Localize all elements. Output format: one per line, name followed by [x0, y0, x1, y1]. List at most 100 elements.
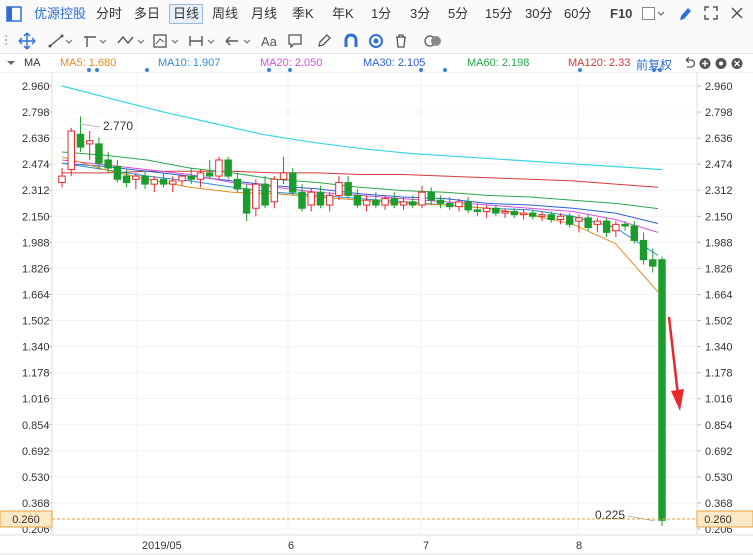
candle[interactable] [621, 221, 629, 231]
collapse-arrow-icon[interactable] [6, 58, 16, 68]
candle[interactable] [436, 195, 445, 209]
candle[interactable] [538, 211, 546, 222]
candle[interactable] [76, 116, 85, 152]
candle[interactable] [159, 172, 168, 188]
candle[interactable] [529, 209, 537, 220]
candle[interactable] [205, 159, 214, 180]
toggle-visibility-icon[interactable] [423, 33, 443, 49]
forward-adjust-button[interactable]: 前复权 [636, 58, 673, 72]
candle[interactable] [575, 214, 583, 233]
tab-1min[interactable]: 1分 [371, 6, 392, 21]
candle[interactable] [565, 213, 574, 228]
candle[interactable] [224, 156, 232, 180]
text-tool-button[interactable]: Aa [261, 34, 277, 49]
candle[interactable] [270, 176, 279, 209]
candle[interactable] [279, 156, 288, 185]
candle[interactable] [261, 176, 269, 209]
tab-30min[interactable]: 30分 [525, 6, 553, 21]
trash-icon[interactable] [393, 33, 409, 49]
candle[interactable] [519, 209, 528, 220]
tab-multiday[interactable]: 多日 [134, 6, 161, 21]
candle[interactable] [353, 188, 362, 209]
candle[interactable] [464, 196, 472, 214]
indicator-name[interactable]: MA [24, 57, 41, 69]
sidebar-toggle-icon[interactable] [6, 6, 22, 22]
candle[interactable] [593, 217, 602, 233]
candle[interactable] [67, 127, 75, 177]
candle[interactable] [85, 131, 94, 160]
candle[interactable] [658, 256, 666, 526]
move-cursor-icon[interactable] [18, 32, 36, 50]
tab-fenshi[interactable]: 分时 [96, 6, 123, 21]
candle[interactable] [630, 221, 639, 244]
candle[interactable] [409, 195, 417, 209]
close-icon[interactable] [730, 6, 744, 20]
candle[interactable] [178, 174, 186, 186]
candle[interactable] [169, 176, 177, 193]
channel-tool-icon[interactable] [82, 33, 108, 49]
candle[interactable] [242, 184, 251, 222]
measure-tool-icon[interactable] [188, 33, 218, 49]
candle[interactable] [196, 169, 205, 188]
candle[interactable] [445, 196, 454, 210]
candle[interactable] [584, 214, 592, 231]
candle[interactable] [612, 221, 620, 238]
candle[interactable] [390, 192, 399, 209]
candle[interactable] [455, 198, 463, 212]
candle[interactable] [150, 176, 159, 193]
tab-15min[interactable]: 15分 [485, 6, 513, 21]
tab-quarterly[interactable]: 季K [292, 6, 314, 21]
candle[interactable] [233, 172, 242, 193]
candle[interactable] [316, 185, 325, 209]
checkbox-dropdown-icon[interactable] [642, 7, 666, 21]
candle[interactable] [132, 172, 140, 189]
tab-daily[interactable]: 日线 [169, 4, 204, 24]
tab-60min[interactable]: 60分 [564, 6, 592, 21]
candle[interactable] [381, 195, 389, 210]
tab-5min[interactable]: 5分 [448, 6, 469, 21]
candle[interactable] [335, 176, 343, 201]
stock-name[interactable]: 优源控股 [34, 6, 87, 21]
candle[interactable] [95, 137, 103, 170]
candle[interactable] [104, 151, 112, 173]
candle[interactable] [556, 213, 565, 225]
candle[interactable] [427, 187, 435, 206]
tab-monthly[interactable]: 月线 [251, 6, 278, 21]
candle[interactable] [307, 188, 315, 212]
wave-tool-icon[interactable] [116, 33, 146, 49]
arrow-tool-icon[interactable] [224, 33, 254, 49]
candle[interactable] [122, 169, 131, 188]
candlestick-chart[interactable]: 2.960 2.798 2.636 2.474 2.312 2.150 1.988 1.826… [0, 73, 753, 555]
fibonacci-tool-icon[interactable] [152, 33, 182, 49]
magnet-icon[interactable] [343, 33, 359, 49]
candle[interactable] [602, 217, 611, 238]
candle[interactable] [141, 171, 149, 189]
candle[interactable] [215, 156, 223, 180]
candle[interactable] [639, 232, 648, 265]
candle[interactable] [547, 211, 555, 223]
expand-icon[interactable] [704, 6, 718, 20]
candle[interactable] [362, 195, 371, 212]
tab-yearly[interactable]: 年K [332, 6, 354, 21]
candle[interactable] [510, 208, 519, 218]
eraser-pen-icon[interactable] [316, 33, 332, 49]
candle[interactable] [113, 159, 122, 183]
candle[interactable] [482, 205, 491, 218]
candle[interactable] [399, 196, 408, 210]
candle[interactable] [501, 208, 509, 218]
pen-icon[interactable] [678, 6, 692, 22]
candle[interactable] [344, 176, 352, 199]
comment-icon[interactable] [287, 33, 303, 49]
candle[interactable] [298, 184, 306, 212]
candle[interactable] [289, 168, 297, 196]
f10-button[interactable]: F10 [610, 6, 633, 21]
candle[interactable] [325, 192, 334, 212]
tab-weekly[interactable]: 周线 [212, 6, 239, 21]
candle[interactable] [187, 168, 195, 185]
candle[interactable] [372, 192, 380, 209]
candle[interactable] [492, 205, 500, 217]
candle[interactable] [58, 168, 66, 188]
candle[interactable] [252, 179, 260, 217]
candle[interactable] [649, 248, 657, 273]
candle[interactable] [418, 185, 426, 209]
